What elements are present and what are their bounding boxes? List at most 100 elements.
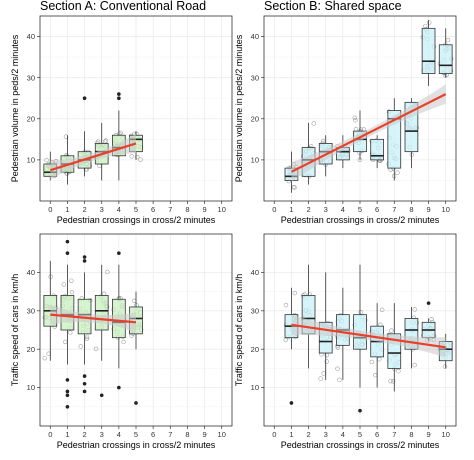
observation-point [103,138,109,143]
observation-point [318,376,323,381]
x-tick-label: 9 [202,430,206,439]
observation-point [390,379,396,384]
x-tick-label: 10 [218,205,226,214]
observation-point [337,377,342,383]
x-tick-label: 6 [375,430,379,439]
observation-point [84,336,90,342]
observation-point [93,346,99,352]
observation-point [69,289,75,295]
observation-point [358,309,363,315]
x-tick-label: 1 [289,430,293,439]
observation-point [445,37,451,43]
observation-point [135,154,140,160]
panel-a-bottom: 0 1 2 3 4 5 6 7 8 9 10 10 20 30 40 Pedestrian crossings… [10,233,233,450]
outlier-point [65,405,70,409]
observation-point [84,334,90,340]
observation-point [320,138,326,144]
observation-point [412,362,417,368]
y-tick-label: 10 [251,155,259,164]
x-axis-label: Pedestrian crossings in cross/2 minutes [57,215,216,225]
trend-line [49,142,137,172]
observation-point [353,118,358,123]
outlier-point [82,96,87,101]
observation-point [78,344,83,349]
y-tick-label: 30 [251,306,259,315]
y-axis-label: Pedestrian volume in peds/2 minutes [234,34,244,182]
y-axis-label: Traffic speed of cars in km/h [10,274,20,387]
x-tick-label: 2 [306,205,310,214]
box-x6 [370,138,384,161]
observation-point [396,369,401,374]
observation-point [283,302,289,308]
x-tick-label: 3 [324,430,328,439]
observation-point [138,157,143,162]
observation-point [335,366,340,371]
x-tick-label: 1 [65,205,69,214]
x-tick-label: 10 [442,430,450,439]
observation-point [395,170,400,175]
box-x9 [421,27,436,74]
observation-point [69,278,74,283]
x-tick-label: 4 [117,205,121,214]
x-tick-label: 8 [185,430,189,439]
x-tick-label: 2 [82,205,86,214]
y-tick-label: 40 [27,268,35,277]
y-tick-label: 30 [27,73,35,82]
observation-point [372,372,378,378]
trend-line [291,323,446,349]
x-axis-label: Pedestrian crossings in cross/2 minutes [57,440,216,450]
observation-point [292,290,298,296]
observation-point [352,115,357,120]
observation-point [129,154,134,159]
box-x3 [94,295,109,331]
x-tick-label: 2 [82,430,86,439]
observation-point [102,139,108,144]
x-tick-label: 10 [218,430,226,439]
x-tick-label: 10 [442,205,450,214]
x-tick-label: 5 [358,205,362,214]
outlier-point [117,92,121,96]
x-tick-label: 7 [392,205,396,214]
x-tick-label: 1 [65,430,69,439]
observation-point [44,157,49,163]
outlier-point [117,251,121,255]
y-tick-label: 20 [27,345,35,354]
observation-point [377,357,382,362]
x-tick-label: 0 [272,205,276,214]
y-tick-label: 10 [251,383,259,392]
box-x10 [438,44,453,74]
trend-line [290,93,447,173]
x-axis-label: Pedestrian crossings in cross/2 minutes [281,440,440,450]
x-tick-label: 7 [168,430,172,439]
observation-point [61,282,66,287]
outlier-point [99,393,104,398]
observation-point [442,364,448,369]
y-tick-label: 20 [27,114,35,123]
x-tick-label: 3 [100,205,104,214]
x-tick-label: 4 [117,430,121,439]
x-tick-label: 0 [48,430,52,439]
x-tick-label: 8 [409,205,413,214]
outlier-point [65,239,70,244]
x-tick-label: 5 [134,205,138,214]
section-a-title: Section A: Conventional Road [40,0,206,13]
x-tick-label: 9 [202,205,206,214]
outlier-point [358,408,362,413]
observation-point [42,355,47,361]
section-b-title: Section B: Shared space [264,0,402,13]
outlier-point [117,96,121,101]
panel-a-top: 0 1 2 3 4 5 6 7 8 9 10 10 20 30 40 Pedestrian crossings… [10,15,233,225]
observation-point [412,307,417,312]
observation-point [427,20,432,25]
x-tick-label: 3 [324,205,328,214]
outlier-point [82,255,87,259]
y-tick-label: 30 [27,306,35,315]
outlier-point [65,251,70,255]
y-axis-label: Pedestrian volume in peds/2 minutes [10,34,20,182]
outlier-point [82,389,87,394]
x-tick-label: 8 [409,430,413,439]
observation-point [379,307,385,313]
y-tick-label: 20 [251,345,259,354]
observation-point [68,330,73,335]
